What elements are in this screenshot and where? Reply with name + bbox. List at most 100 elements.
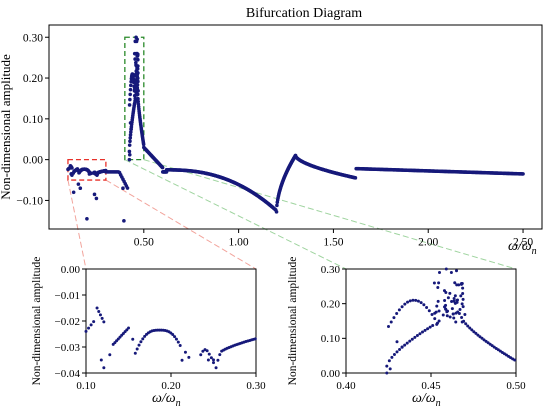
zoom-right-data-point <box>388 367 392 371</box>
main-data-point <box>160 165 165 170</box>
zoom-right-data-point <box>437 309 441 313</box>
zoom-right-y-tick-label: 0.00 <box>321 368 341 380</box>
zoom-left-y-tick-label: −0.01 <box>55 290 80 302</box>
main-data-point <box>128 97 132 102</box>
zoom-right-data-point <box>460 316 464 320</box>
zoom-right-data-point <box>410 337 414 341</box>
main-data-point <box>127 143 132 147</box>
zoom-left-y-tick-label: −0.03 <box>55 342 81 354</box>
zoom-left-data-point <box>133 351 137 355</box>
connector-right-b <box>143 159 517 270</box>
zoom-right-data-point <box>421 330 424 334</box>
zoom-left-data-point <box>174 337 178 341</box>
zoom-right-data-point <box>392 353 396 356</box>
main-y-axis-label: Non-dimensional amplitude <box>0 54 13 200</box>
zoom-right-data-point <box>389 320 393 324</box>
zoom-right-data-point <box>433 311 437 315</box>
zoom-left-y-tick-label: 0.00 <box>61 264 81 276</box>
main-data-point <box>128 139 132 144</box>
zoom-left-data-point <box>143 334 147 338</box>
main-data-point <box>135 88 139 93</box>
main-plot-frame <box>48 24 543 230</box>
zoom-right-data-point <box>455 269 458 273</box>
zoom-right-data-point <box>395 312 399 316</box>
main-data-point <box>128 87 133 92</box>
main-x-tick-label: 2.50 <box>513 237 533 249</box>
zoom-right-data-point <box>408 299 412 303</box>
zoom-right-data-point <box>428 325 432 329</box>
zoom-right-data-point <box>450 307 454 311</box>
main-data-point <box>129 79 133 84</box>
zoom-left-x-tick-label: 0.10 <box>76 380 96 392</box>
zoom-left-data-point <box>135 347 139 351</box>
zoom-left-data-point <box>108 353 112 357</box>
zoom-left-data-point <box>253 337 257 341</box>
main-data-point <box>128 92 132 97</box>
zoom-left-data-point <box>97 309 101 313</box>
zoom-right-data-point <box>387 359 391 363</box>
zoom-right-data-point <box>418 332 422 336</box>
main-y-tick-label: 0.30 <box>23 32 43 44</box>
main-data-point <box>128 136 133 140</box>
zoom-left-data-point <box>187 355 191 359</box>
zoom-right-data-point <box>460 302 464 306</box>
zoom-right-data-point <box>444 267 448 271</box>
zoom-right-data-point <box>419 301 423 305</box>
zoom-right-data-point <box>427 309 431 313</box>
main-data-point <box>134 69 139 73</box>
main-data-point <box>141 142 146 147</box>
zoom-left-data-point <box>131 337 135 341</box>
connector-left-b <box>105 179 257 270</box>
main-data-point <box>76 182 81 186</box>
zoom-right-data-point <box>464 322 468 326</box>
main-data-point <box>129 83 133 88</box>
zoom-right-data-point <box>480 336 484 340</box>
zoom-right-data-point <box>455 300 459 304</box>
zoom-right-data-point <box>461 286 465 290</box>
main-data-point <box>122 219 126 223</box>
zoom-right-x-tick-label: 0.50 <box>506 380 526 392</box>
zoom-right-data-point <box>435 304 439 308</box>
main-data-point <box>274 210 279 214</box>
zoom-left-plot-frame <box>85 268 257 374</box>
main-data-point <box>128 121 133 125</box>
zoom-right-data-point <box>513 358 517 362</box>
zoom-left-y-axis: −0.04 −0.03 −0.02 −0.01 0.00 <box>55 264 86 380</box>
zoom-right-data-point <box>395 350 399 354</box>
zoom-right-plot-frame <box>345 268 517 374</box>
zoom-right-y-tick-label: 0.30 <box>321 264 341 276</box>
main-data-point <box>127 152 132 157</box>
zoom-right-data-point <box>456 310 460 314</box>
main-data-point <box>129 127 133 131</box>
main-data-point <box>136 99 140 104</box>
main-data-point <box>128 133 133 137</box>
main-data-point <box>133 96 138 101</box>
zoom-left-data-point <box>201 349 205 353</box>
zoom-right-data-point <box>441 313 445 317</box>
zoom-left-data-point <box>92 320 96 324</box>
zoom-left-data-point <box>173 335 177 339</box>
main-data-point <box>71 190 76 195</box>
main-data-point <box>135 52 140 57</box>
main-data-point <box>103 168 108 173</box>
zoom-left-data-point <box>137 343 141 347</box>
zoom-right-data-point <box>456 298 460 302</box>
zoom-right-data-point <box>472 330 476 334</box>
main-data-point <box>127 157 132 162</box>
zoom-right-chart: 0.40 0.45 0.50 0.00 0.10 0.20 0.30 Non-dimens… <box>287 257 526 409</box>
main-data-point <box>129 130 133 134</box>
zoom-right-x-tick-label: 0.45 <box>421 380 441 392</box>
zoom-left-data-point <box>99 358 103 362</box>
main-data-points <box>66 35 525 223</box>
zoom-left-data-point <box>87 326 91 330</box>
connector-right-a <box>124 159 347 270</box>
zoom-right-data-point <box>432 281 436 285</box>
zoom-right-data-point <box>397 308 401 312</box>
zoom-right-data-point <box>461 297 465 301</box>
main-data-point <box>135 74 140 79</box>
zoom-right-data-point <box>459 282 463 286</box>
main-x-tick-label: 0.50 <box>134 237 154 249</box>
zoom-right-data-point <box>431 324 435 328</box>
zoom-right-data-point <box>451 312 455 316</box>
